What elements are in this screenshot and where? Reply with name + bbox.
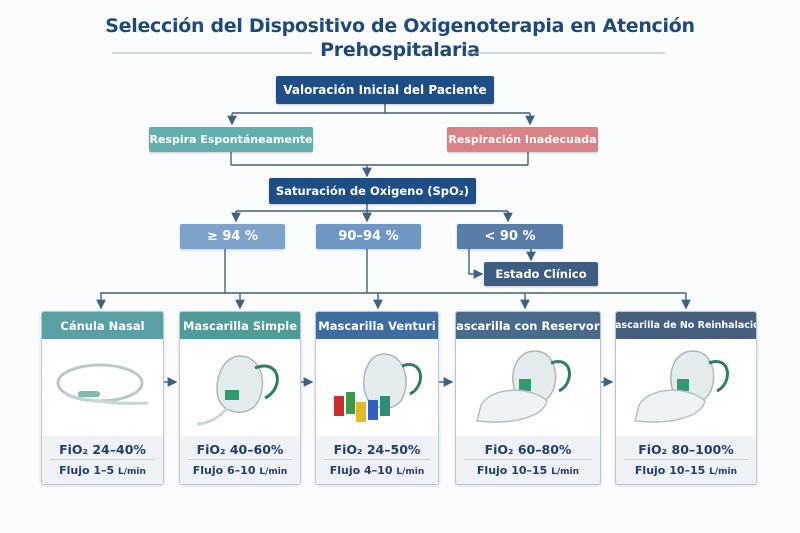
inadequate-breathing-node: Respiración Inadecuada xyxy=(447,127,598,152)
venturi-mask-icon xyxy=(316,339,438,436)
fio2-value: FiO₂ 60–80% xyxy=(464,436,592,460)
flow-value: Flujo 1–5 xyxy=(59,464,115,477)
device-card-non-rebreather-mask: Mascarilla de No Reinhalación FiO₂ 80–10… xyxy=(615,311,757,485)
fio2-value: FiO₂ 80–100% xyxy=(624,436,748,460)
device-card-reservoir-mask: Mascarilla con Reservorio FiO₂ 60–80% Flu… xyxy=(455,311,601,485)
device-card-simple-mask: Mascarilla Simple FiO₂ 40–60% Flujo 6–10 … xyxy=(179,311,301,485)
clinical-status-node: Estado Clínico xyxy=(484,262,598,286)
oxygen-saturation-node: Saturación de Oxigeno (SpO₂) xyxy=(269,178,476,204)
fio2-value: FiO₂ 24–40% xyxy=(50,436,155,460)
flow-unit: L/min xyxy=(396,467,425,477)
spontaneous-breathing-node: Respira Espontáneamente xyxy=(149,127,313,152)
saturation-high-node: ≥ 94 % xyxy=(180,224,285,249)
flow-value: Flujo 6–10 xyxy=(192,464,256,477)
fio2-value: FiO₂ 24–50% xyxy=(324,436,430,460)
flow-value: Flujo 10–15 xyxy=(476,464,548,477)
fio2-value: FiO₂ 40–60% xyxy=(188,436,292,460)
flow-unit: L/min xyxy=(259,467,288,477)
flow-unit: L/min xyxy=(118,467,146,477)
device-card-venturi-mask: Mascarilla Venturi FiO₂ 24–50% Flujo 4–10… xyxy=(315,311,439,485)
initial-assessment-node: Valoración Inicial del Paciente xyxy=(276,76,494,104)
page-title-line1: Selección del Dispositivo de Oxigenotera… xyxy=(105,15,695,37)
flow-unit: L/min xyxy=(551,467,580,477)
nasal-cannula-icon xyxy=(42,339,163,436)
device-name: Mascarilla Venturi xyxy=(316,312,438,339)
saturation-low-node: < 90 % xyxy=(457,224,563,249)
device-name: Cánula Nasal xyxy=(42,312,163,339)
simple-mask-icon xyxy=(180,339,300,436)
flow-value: Flujo 4–10 xyxy=(329,464,393,477)
device-name: Mascarilla con Reservorio xyxy=(456,312,600,339)
device-name: Mascarilla Simple xyxy=(180,312,300,339)
flow-value: Flujo 10–15 xyxy=(634,464,706,477)
reservoir-mask-icon xyxy=(456,339,600,436)
page-title-line2: Prehospitalaria xyxy=(320,39,480,61)
device-card-nasal-cannula: Cánula Nasal FiO₂ 24–40% Flujo 1–5 L/min xyxy=(41,311,164,485)
non-rebreather-mask-icon xyxy=(616,339,756,436)
flow-unit: L/min xyxy=(709,467,738,477)
device-name: Mascarilla de No Reinhalación xyxy=(616,312,756,339)
saturation-mid-node: 90–94 % xyxy=(316,224,421,249)
